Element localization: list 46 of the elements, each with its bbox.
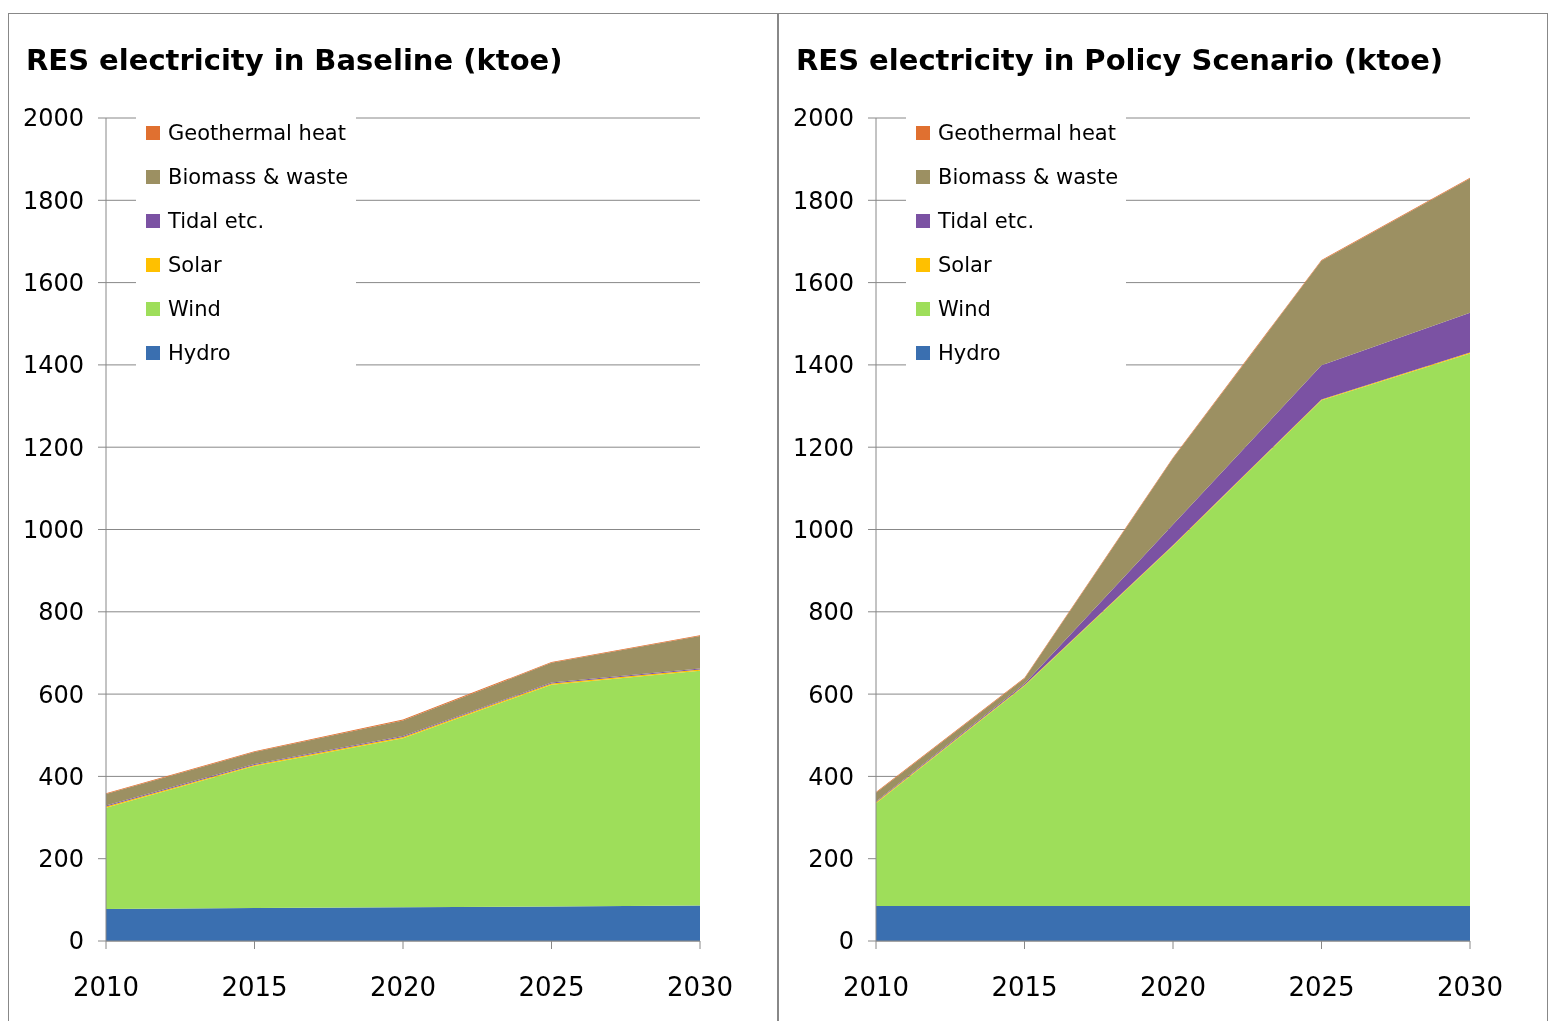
y-tick-label: 200 bbox=[38, 845, 84, 874]
y-tick-label: 0 bbox=[838, 927, 854, 956]
x-tick-label: 2010 bbox=[72, 972, 140, 1002]
y-tick-label: 1400 bbox=[792, 351, 854, 380]
legend-label: Geothermal heat bbox=[938, 121, 1116, 146]
y-tick-label: 400 bbox=[808, 762, 854, 791]
legend-label: Tidal etc. bbox=[937, 209, 1035, 234]
x-tick-label: 2030 bbox=[666, 972, 734, 1002]
y-tick-label: 1000 bbox=[22, 515, 84, 544]
x-tick-label: 2020 bbox=[369, 972, 437, 1002]
x-tick-label: 2010 bbox=[842, 972, 910, 1002]
x-tick-label: 2015 bbox=[991, 972, 1058, 1002]
y-tick-label: 0 bbox=[68, 927, 84, 956]
y-tick-label: 1800 bbox=[22, 186, 84, 215]
legend-label: Geothermal heat bbox=[168, 121, 346, 146]
x-tick-label: 2025 bbox=[1288, 972, 1355, 1002]
chart-title: RES electricity in Policy Scenario (ktoe) bbox=[796, 43, 1444, 77]
legend-label: Solar bbox=[938, 253, 992, 278]
y-tick-label: 600 bbox=[808, 680, 854, 709]
y-tick-label: 1800 bbox=[792, 186, 854, 215]
y-tick-label: 1600 bbox=[792, 269, 854, 297]
x-tick-label: 2020 bbox=[1139, 972, 1207, 1002]
y-tick-label: 1600 bbox=[22, 269, 84, 297]
legend-label: Tidal etc. bbox=[167, 209, 265, 234]
legend-label: Wind bbox=[168, 297, 221, 322]
chart-title: RES electricity in Baseline (ktoe) bbox=[26, 43, 563, 77]
x-tick-label: 2015 bbox=[221, 972, 288, 1002]
y-tick-label: 800 bbox=[808, 598, 854, 627]
legend-label: Solar bbox=[168, 253, 222, 278]
y-tick-label: 1200 bbox=[792, 433, 854, 462]
y-tick-label: 200 bbox=[808, 845, 854, 874]
y-tick-label: 600 bbox=[38, 680, 84, 709]
y-tick-label: 400 bbox=[38, 762, 84, 791]
y-tick-label: 1200 bbox=[22, 433, 84, 462]
legend-label: Biomass & waste bbox=[168, 165, 349, 190]
y-tick-label: 1000 bbox=[792, 515, 854, 544]
legend-label: Hydro bbox=[938, 341, 1001, 366]
x-tick-label: 2025 bbox=[518, 972, 585, 1002]
legend-label: Wind bbox=[938, 297, 991, 322]
x-tick-label: 2030 bbox=[1436, 972, 1504, 1002]
y-tick-label: 800 bbox=[38, 598, 84, 627]
legend-label: Hydro bbox=[168, 341, 231, 366]
y-tick-label: 2000 bbox=[792, 104, 854, 133]
y-tick-label: 1400 bbox=[22, 351, 84, 380]
legend-label: Biomass & waste bbox=[938, 165, 1119, 190]
y-tick-label: 2000 bbox=[22, 104, 84, 133]
